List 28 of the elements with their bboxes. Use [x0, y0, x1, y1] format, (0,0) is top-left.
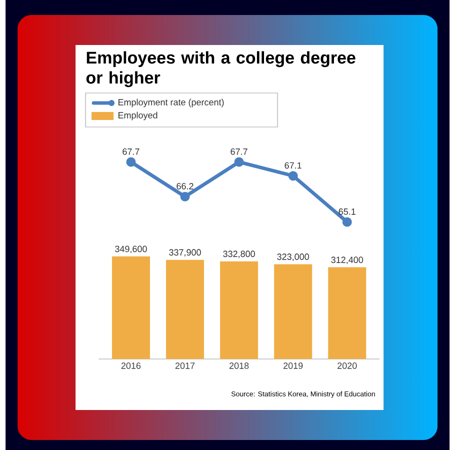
data-label: 67.1	[285, 162, 302, 169]
x-tick-label: 2016	[122, 362, 141, 369]
data-label: 332,800	[223, 250, 256, 258]
bar	[112, 256, 150, 359]
point	[342, 217, 352, 227]
data-label: 323,000	[277, 254, 310, 261]
data-label: 67.7	[122, 148, 140, 155]
point	[126, 157, 136, 167]
data-label: 349,600	[115, 246, 148, 254]
point	[234, 157, 244, 167]
data-label: 337,900	[169, 249, 202, 257]
bar	[328, 267, 366, 359]
data-label: 65.1	[339, 208, 356, 215]
x-tick-label: 2019	[284, 362, 303, 369]
point	[288, 171, 298, 181]
bar	[274, 264, 312, 359]
chart-title: Employees with a college degree or higher	[86, 51, 356, 88]
x-tick-label: 2018	[230, 362, 249, 369]
x-tick-label: 2020	[338, 362, 357, 369]
legend-label: Employed	[118, 112, 158, 120]
bar	[166, 260, 204, 359]
bar	[220, 261, 258, 359]
point	[180, 192, 190, 202]
data-label: 66.2	[176, 183, 194, 190]
data-label: 67.7	[230, 148, 248, 155]
data-label: 312,400	[331, 256, 364, 264]
x-tick-label: 2017	[176, 362, 195, 369]
legend-label: Employment rate (percent)	[118, 98, 224, 108]
